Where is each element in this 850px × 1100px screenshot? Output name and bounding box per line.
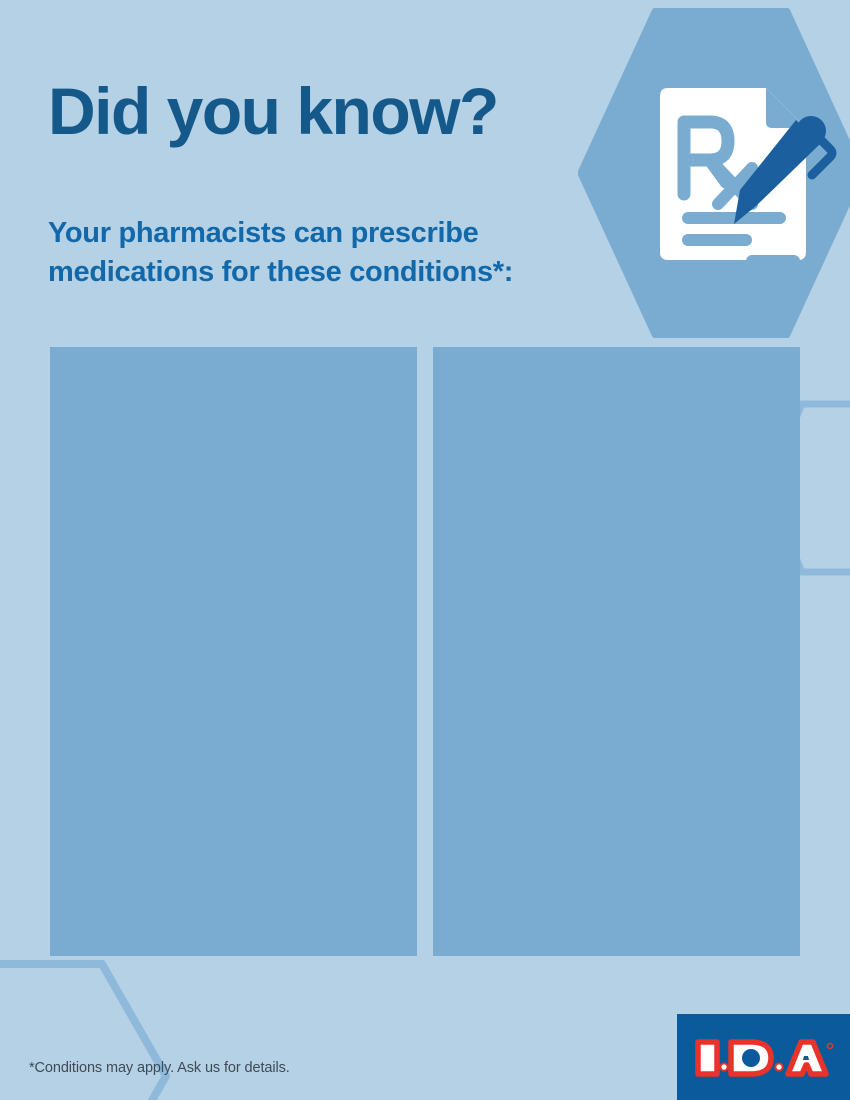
- document-line-2: [682, 234, 752, 246]
- hexagon-outline-watermark-bottom-left: [0, 960, 170, 1100]
- page-subheading: Your pharmacists can prescribe medicatio…: [48, 217, 514, 289]
- prescription-hex-badge: [578, 8, 850, 338]
- conditions-panel-right: [433, 347, 800, 956]
- folded-corner: [766, 88, 806, 128]
- prescription-document-icon: [660, 88, 837, 267]
- ida-logo-box: [677, 1014, 850, 1100]
- conditions-panel-left: [50, 347, 417, 956]
- registered-mark-icon: [826, 1042, 834, 1050]
- page-title: Did you know?: [48, 74, 499, 148]
- document-line-1: [682, 212, 786, 224]
- ida-logo-mark: [695, 1039, 834, 1077]
- pen-icon: [734, 116, 837, 224]
- letter-d-counter: [742, 1049, 760, 1067]
- footnote-text: *Conditions may apply. Ask us for detail…: [29, 1060, 290, 1076]
- logo-dot-2: [774, 1062, 784, 1072]
- signature-line: [746, 255, 800, 267]
- letter-a-counter: [803, 1056, 809, 1060]
- logo-dot-1: [719, 1062, 729, 1072]
